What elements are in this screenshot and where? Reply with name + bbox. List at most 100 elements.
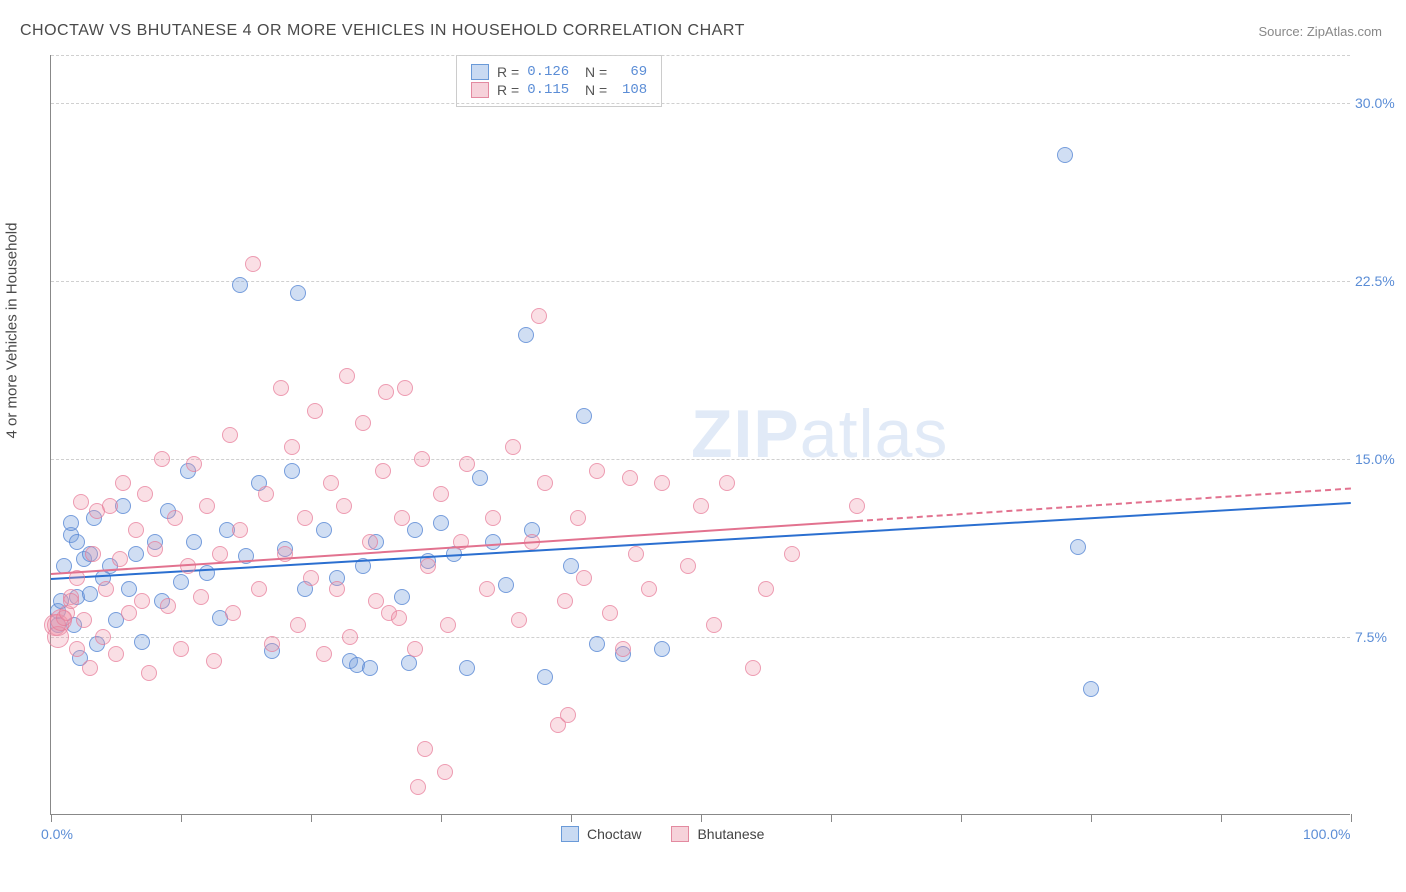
data-point <box>199 498 215 514</box>
data-point <box>95 629 111 645</box>
data-point <box>401 655 417 671</box>
data-point <box>264 636 280 652</box>
data-point <box>173 641 189 657</box>
data-point <box>323 475 339 491</box>
chart-container: CHOCTAW VS BHUTANESE 4 OR MORE VEHICLES … <box>0 0 1406 892</box>
data-point <box>410 779 426 795</box>
data-point <box>420 558 436 574</box>
data-point <box>437 764 453 780</box>
data-point <box>1070 539 1086 555</box>
data-point <box>397 380 413 396</box>
series-legend: Choctaw Bhutanese <box>561 826 764 842</box>
x-tick <box>441 814 442 822</box>
data-point <box>307 403 323 419</box>
data-point <box>329 581 345 597</box>
data-point <box>141 665 157 681</box>
data-point <box>82 586 98 602</box>
data-point <box>531 308 547 324</box>
data-point <box>82 660 98 676</box>
data-point <box>212 546 228 562</box>
data-point <box>73 494 89 510</box>
data-point <box>472 470 488 486</box>
data-point <box>63 593 79 609</box>
data-point <box>128 546 144 562</box>
data-point <box>537 669 553 685</box>
legend-swatch <box>471 64 489 80</box>
y-tick-label: 30.0% <box>1355 95 1406 111</box>
legend-item: Choctaw <box>561 826 641 842</box>
data-point <box>654 641 670 657</box>
data-point <box>160 598 176 614</box>
data-point <box>485 534 501 550</box>
x-tick <box>1091 814 1092 822</box>
data-point <box>222 427 238 443</box>
data-point <box>485 510 501 526</box>
data-point <box>391 610 407 626</box>
legend-label: Choctaw <box>587 826 641 842</box>
gridline <box>51 55 1350 56</box>
data-point <box>258 486 274 502</box>
data-point <box>173 574 189 590</box>
x-tick <box>181 814 182 822</box>
data-point <box>316 646 332 662</box>
data-point <box>232 277 248 293</box>
data-point <box>134 593 150 609</box>
data-point <box>576 570 592 586</box>
data-point <box>355 415 371 431</box>
legend-swatch <box>471 82 489 98</box>
x-tick <box>831 814 832 822</box>
data-point <box>154 451 170 467</box>
data-point <box>537 475 553 491</box>
data-point <box>167 510 183 526</box>
data-point <box>232 522 248 538</box>
data-point <box>849 498 865 514</box>
data-point <box>784 546 800 562</box>
data-point <box>394 510 410 526</box>
data-point <box>615 641 631 657</box>
legend-item: Bhutanese <box>671 826 764 842</box>
data-point <box>560 707 576 723</box>
data-point <box>290 617 306 633</box>
x-tick <box>1351 814 1352 822</box>
data-point <box>680 558 696 574</box>
data-point <box>69 534 85 550</box>
data-point <box>576 408 592 424</box>
legend-n-label: N = <box>577 64 607 80</box>
data-point <box>137 486 153 502</box>
data-point <box>362 660 378 676</box>
data-point <box>407 641 423 657</box>
data-point <box>186 456 202 472</box>
data-point <box>69 641 85 657</box>
data-point <box>290 285 306 301</box>
data-point <box>186 534 202 550</box>
gridline <box>51 637 1350 638</box>
y-tick-label: 22.5% <box>1355 273 1406 289</box>
data-point <box>128 522 144 538</box>
data-point <box>368 593 384 609</box>
data-point <box>316 522 332 538</box>
data-point <box>112 551 128 567</box>
legend-r-value: 0.126 <box>527 64 569 80</box>
data-point <box>589 636 605 652</box>
chart-title: CHOCTAW VS BHUTANESE 4 OR MORE VEHICLES … <box>20 22 745 40</box>
data-point <box>654 475 670 491</box>
data-point <box>511 612 527 628</box>
data-point <box>440 617 456 633</box>
data-point <box>85 546 101 562</box>
data-point <box>602 605 618 621</box>
data-point <box>245 256 261 272</box>
data-point <box>76 612 92 628</box>
y-axis-label: 4 or more Vehicles in Household <box>4 223 21 439</box>
data-point <box>1057 147 1073 163</box>
legend-r-value: 0.115 <box>527 82 569 98</box>
data-point <box>641 581 657 597</box>
data-point <box>407 522 423 538</box>
data-point <box>121 581 137 597</box>
data-point <box>121 605 137 621</box>
x-tick <box>1221 814 1222 822</box>
x-tick <box>961 814 962 822</box>
data-point <box>719 475 735 491</box>
data-point <box>505 439 521 455</box>
x-tick <box>51 814 52 822</box>
gridline <box>51 103 1350 104</box>
